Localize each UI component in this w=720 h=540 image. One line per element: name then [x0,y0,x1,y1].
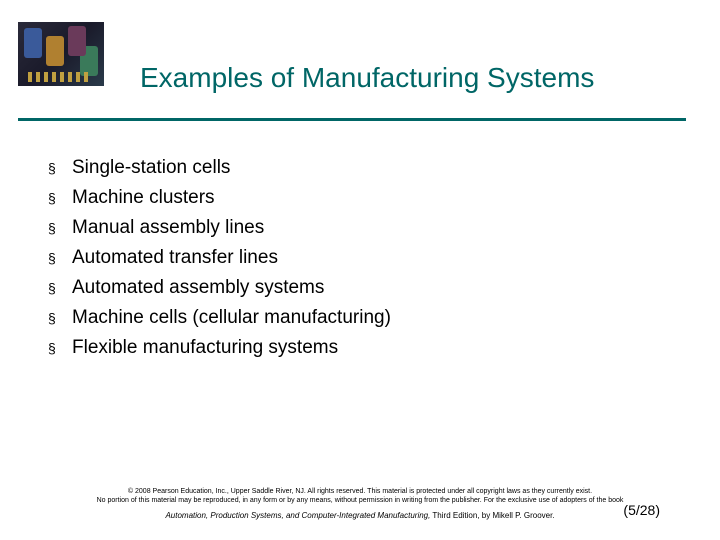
bullet-glyph: § [48,216,58,240]
list-item-text: Machine clusters [72,186,215,210]
bullet-glyph: § [48,306,58,330]
list-item: § Automated transfer lines [48,246,680,270]
page-number: (5/28) [623,502,660,518]
header: Examples of Manufacturing Systems [0,0,720,120]
list-item: § Single-station cells [48,156,680,180]
list-item-text: Automated assembly systems [72,276,324,300]
list-item-text: Single-station cells [72,156,230,180]
list-item-text: Automated transfer lines [72,246,278,270]
bullet-list: § Single-station cells § Machine cluster… [48,156,680,366]
slide: Examples of Manufacturing Systems § Sing… [0,0,720,540]
book-title-rest: Third Edition, by Mikell P. Groover. [430,511,554,520]
list-item-text: Machine cells (cellular manufacturing) [72,306,391,330]
list-item: § Automated assembly systems [48,276,680,300]
copyright-line: © 2008 Pearson Education, Inc., Upper Sa… [30,487,690,496]
copyright-line: No portion of this material may be repro… [30,496,690,505]
list-item: § Flexible manufacturing systems [48,336,680,360]
title-underline [18,118,686,121]
list-item-text: Manual assembly lines [72,216,264,240]
footer: © 2008 Pearson Education, Inc., Upper Sa… [0,487,720,520]
list-item: § Machine cells (cellular manufacturing) [48,306,680,330]
bullet-glyph: § [48,336,58,360]
bullet-glyph: § [48,276,58,300]
list-item-text: Flexible manufacturing systems [72,336,338,360]
bullet-glyph: § [48,246,58,270]
book-citation: Automation, Production Systems, and Comp… [30,511,690,520]
book-title-italic: Automation, Production Systems, and Comp… [165,511,430,520]
slide-title: Examples of Manufacturing Systems [140,62,594,94]
decorative-thumbnail [18,22,104,86]
bullet-glyph: § [48,156,58,180]
list-item: § Manual assembly lines [48,216,680,240]
list-item: § Machine clusters [48,186,680,210]
bullet-glyph: § [48,186,58,210]
